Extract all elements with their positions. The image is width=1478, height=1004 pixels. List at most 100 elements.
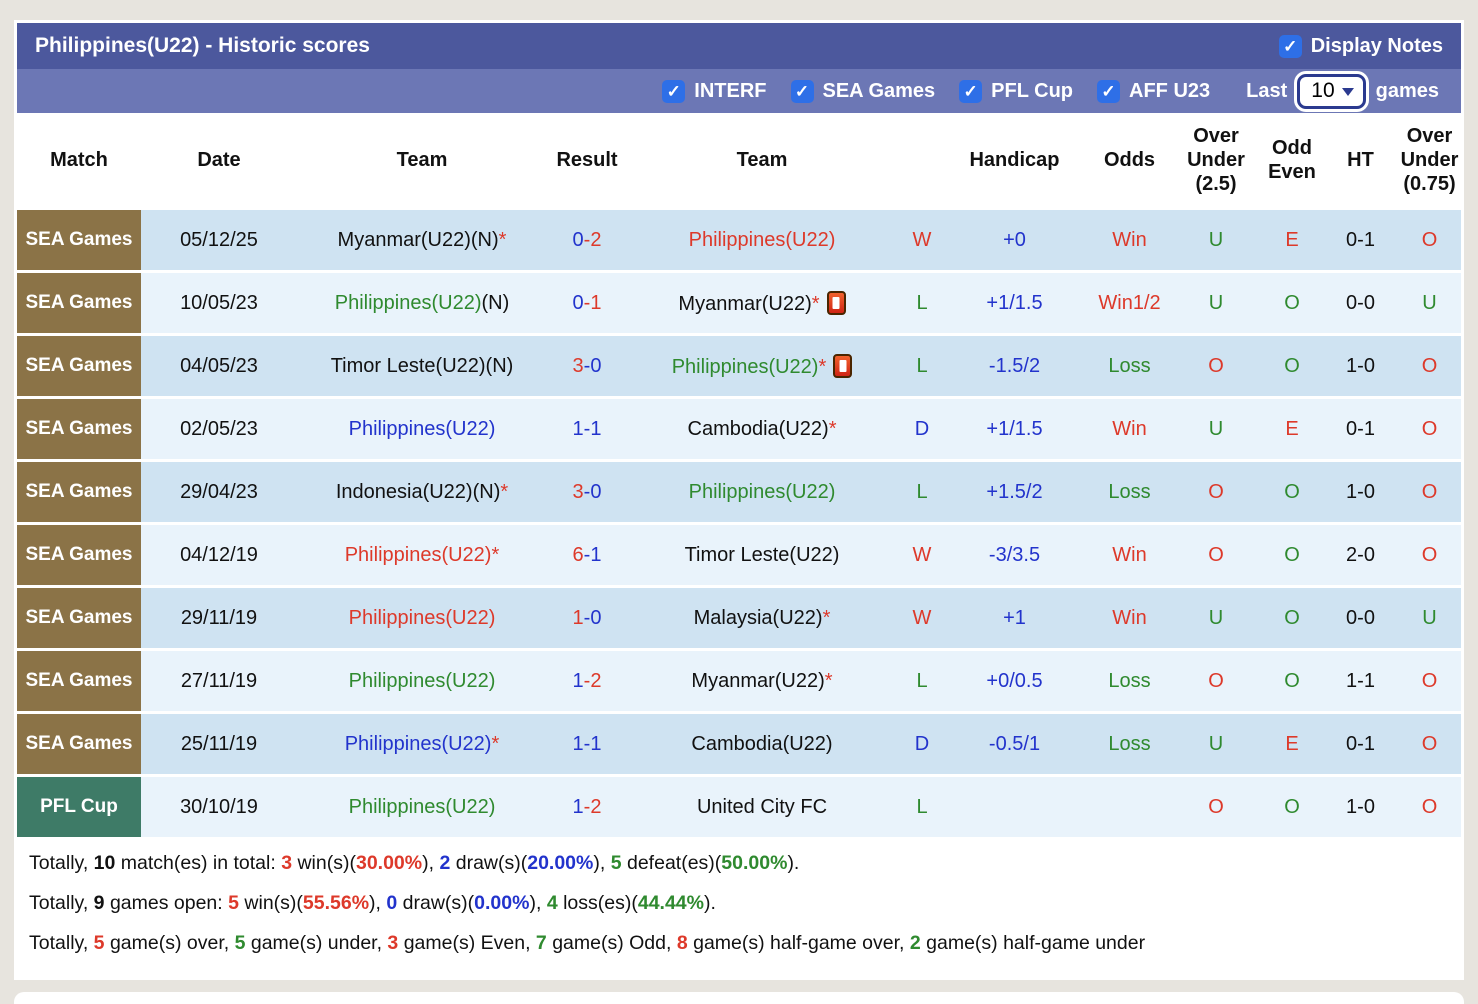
last-label: Last	[1246, 79, 1288, 102]
competition-badge: PFL Cup	[17, 777, 141, 837]
table-row: SEA Games 05/12/25 Myanmar(U22)(N)* 0-2 …	[17, 207, 1461, 270]
match-date: 05/12/25	[180, 228, 258, 251]
next-section-peek	[14, 992, 1464, 1004]
page-title: Philippines(U22) - Historic scores	[35, 34, 370, 57]
checkmark-icon: ✓	[794, 81, 810, 101]
competition-badge: SEA Games	[17, 399, 141, 459]
odd-even-result: O	[1284, 669, 1300, 692]
wdl-indicator: D	[914, 732, 930, 755]
summary-line: Totally, 9 games open: 5 win(s)(55.56%),…	[29, 892, 716, 914]
odds-result: Loss	[1108, 669, 1151, 692]
wdl-indicator: W	[912, 228, 932, 251]
wdl-indicator: W	[912, 606, 932, 629]
odds-result: Loss	[1108, 480, 1151, 503]
table-row: SEA Games 02/05/23 Philippines(U22)* 1-1…	[17, 396, 1461, 459]
filter-checkbox-aff-u23[interactable]: ✓	[1097, 79, 1121, 103]
match-result: 1-1	[572, 732, 602, 755]
handicap-value: +0/0.5	[986, 669, 1043, 692]
match-result: 1-1	[572, 417, 602, 440]
over-under-25-result: O	[1208, 354, 1224, 377]
odds-result: Win	[1112, 228, 1147, 251]
over-under-075-result: O	[1421, 354, 1438, 377]
column-header-over-under-075: Over Under (0.75)	[1400, 125, 1459, 195]
title-bar: Philippines(U22) - Historic scores ✓ Dis…	[17, 23, 1461, 69]
filter-bar: ✓ INTERF ✓ SEA Games ✓ PFL Cup ✓ AFF U23…	[17, 69, 1461, 113]
match-date: 02/05/23	[180, 417, 258, 440]
odds-result: Win1/2	[1098, 291, 1161, 314]
wdl-indicator: L	[916, 795, 928, 818]
wdl-indicator: L	[916, 480, 928, 503]
competition-badge: SEA Games	[17, 273, 141, 333]
odd-even-result: O	[1284, 606, 1300, 629]
display-notes-checkbox[interactable]: ✓	[1278, 34, 1302, 58]
competition-badge: SEA Games	[17, 336, 141, 396]
over-under-075-result: O	[1421, 669, 1438, 692]
odd-even-result: O	[1284, 543, 1300, 566]
filter-checkbox-interf[interactable]: ✓	[662, 79, 686, 103]
home-team: Philippines(U22)*	[348, 795, 496, 818]
match-result: 3-0	[572, 354, 602, 377]
last-games-select[interactable]: 10	[1297, 73, 1366, 109]
odd-even-result: O	[1284, 480, 1300, 503]
over-under-075-result: O	[1421, 732, 1438, 755]
match-date: 04/12/19	[180, 543, 258, 566]
competition-badge: SEA Games	[17, 525, 141, 585]
column-header-odd-even: Odd Even	[1268, 137, 1316, 183]
table-body: SEA Games 05/12/25 Myanmar(U22)(N)* 0-2 …	[17, 207, 1461, 837]
home-team: Philippines(U22)*	[348, 669, 496, 692]
table-row: SEA Games 29/04/23 Indonesia(U22)(N)* 3-…	[17, 459, 1461, 522]
match-result: 3-0	[572, 480, 602, 503]
over-under-075-result: O	[1421, 795, 1438, 818]
over-under-075-result: U	[1422, 291, 1437, 314]
summary-line: Totally, 10 match(es) in total: 3 win(s)…	[29, 852, 800, 874]
games-label: games	[1375, 79, 1439, 102]
over-under-25-result: U	[1208, 606, 1224, 629]
historic-scores-panel: Philippines(U22) - Historic scores ✓ Dis…	[14, 20, 1464, 980]
odds-result: Win	[1112, 606, 1147, 629]
filter-checkbox-sea-games[interactable]: ✓	[790, 79, 814, 103]
over-under-25-result: O	[1208, 480, 1224, 503]
column-header-ht: HT	[1347, 149, 1374, 171]
handicap-value: +1/1.5	[986, 417, 1043, 440]
handicap-value: -1.5/2	[988, 354, 1041, 377]
match-date: 04/05/23	[180, 354, 258, 377]
table-row: SEA Games 04/12/19 Philippines(U22)* 6-1…	[17, 522, 1461, 585]
odd-even-result: O	[1284, 354, 1300, 377]
filter-label-interf: INTERF	[694, 79, 767, 102]
match-date: 29/04/23	[180, 480, 258, 503]
over-under-075-result: O	[1421, 228, 1438, 251]
home-team: Philippines(U22)(N)*	[334, 291, 510, 314]
competition-badge: SEA Games	[17, 210, 141, 270]
wdl-indicator: L	[916, 291, 928, 314]
handicap-value: +0	[1003, 228, 1026, 251]
match-result: 6-1	[572, 543, 602, 566]
display-notes-label: Display Notes	[1310, 34, 1443, 57]
home-team: Philippines(U22)*	[344, 543, 500, 566]
away-team: Malaysia(U22)*	[693, 606, 831, 629]
filter-label-sea-games: SEA Games	[822, 79, 936, 102]
odd-even-result: O	[1284, 291, 1300, 314]
filter-label-aff-u23: AFF U23	[1129, 79, 1211, 102]
filter-checkbox-pfl-cup[interactable]: ✓	[959, 79, 983, 103]
column-header-home-team: Team	[396, 149, 448, 171]
table-row: SEA Games 27/11/19 Philippines(U22)* 1-2…	[17, 648, 1461, 711]
ht-score: 1-0	[1346, 480, 1375, 503]
column-header-odds: Odds	[1103, 149, 1156, 171]
odd-even-result: E	[1285, 417, 1299, 440]
over-under-25-result: U	[1208, 291, 1224, 314]
column-header-away-team: Team	[736, 149, 788, 171]
match-result: 0-2	[572, 228, 602, 251]
chevron-down-icon	[1341, 88, 1354, 96]
away-team: United City FC*	[696, 795, 828, 818]
ht-score: 0-1	[1346, 732, 1375, 755]
competition-badge: SEA Games	[17, 651, 141, 711]
home-team: Philippines(U22)*	[344, 732, 500, 755]
wdl-indicator: W	[912, 543, 932, 566]
ht-score: 0-1	[1346, 228, 1375, 251]
column-header-date: Date	[197, 149, 241, 171]
wdl-indicator: D	[914, 417, 930, 440]
home-team: Indonesia(U22)(N)*	[335, 480, 509, 503]
home-team: Timor Leste(U22)(N)*	[330, 354, 514, 377]
red-card-icon	[826, 290, 846, 315]
match-date: 10/05/23	[180, 291, 258, 314]
